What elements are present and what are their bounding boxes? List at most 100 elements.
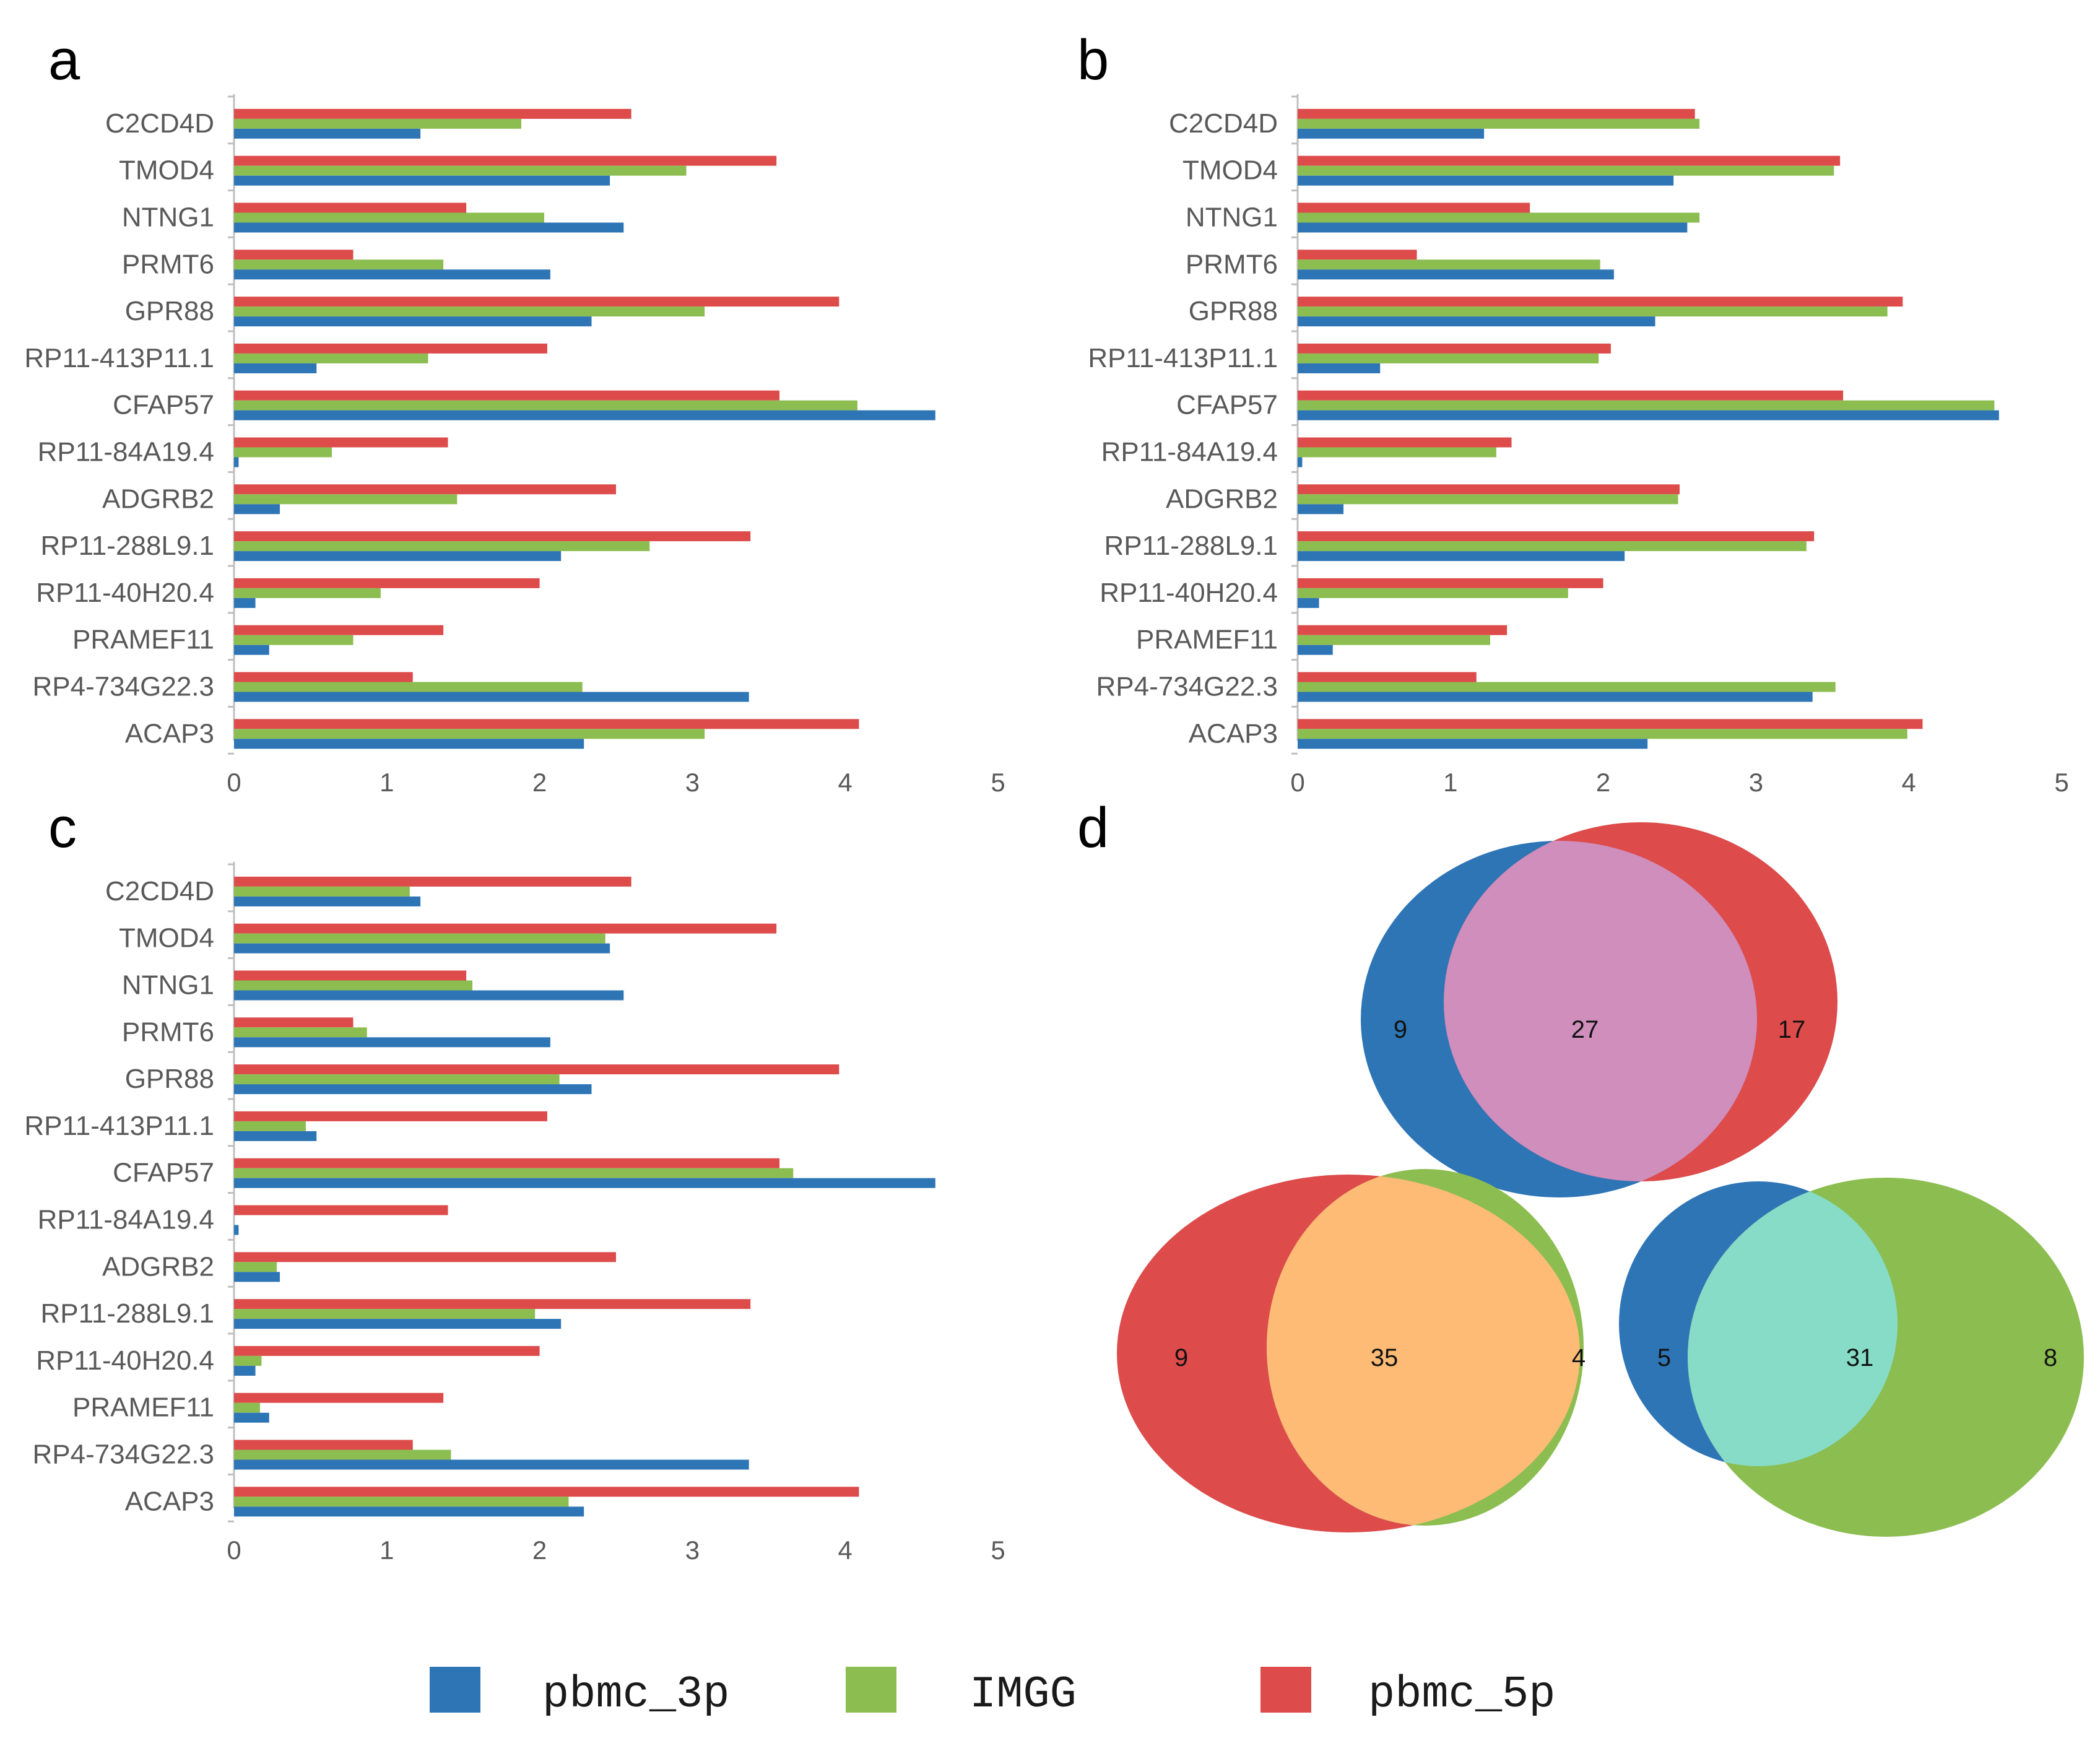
category-label: PRAMEF11 [72,1393,214,1423]
bar-pbmc-5p [1298,625,1508,635]
category-label: CFAP57 [113,390,214,420]
bar-pbmc-3p [1298,363,1381,373]
bar-pbmc-3p [234,1225,239,1235]
bar-pbmc-3p [234,222,624,233]
category-label: TMOD4 [119,923,214,954]
category-label: C2CD4D [105,108,214,139]
bar-pbmc-5p [1298,155,1841,166]
bar-pbmc-3p [234,363,317,373]
bar-imgg [234,933,605,944]
bar-pbmc-3p [1298,316,1655,327]
bar-pbmc-5p [234,1064,840,1075]
bar-pbmc-3p [234,504,280,515]
panel-letter-b: b [1077,28,1109,92]
category-label: RP11-40H20.4 [36,1345,214,1376]
venn-5p-imgg: 9 35 4 [1117,1169,1586,1532]
bar-imgg [1298,259,1600,270]
bar-imgg [234,165,687,176]
x-tick-label: 1 [380,1536,394,1565]
bar-pbmc-3p [234,1506,584,1517]
bar-pbmc-5p [234,1299,751,1310]
bar-pbmc-3p [234,128,421,139]
bar-pbmc-5p [234,250,354,260]
bar-imgg [234,1402,260,1413]
bar-pbmc-3p [1298,410,1999,420]
category-label: ADGRB2 [102,1251,214,1282]
bar-pbmc-5p [234,672,413,682]
bar-imgg [234,588,381,598]
bar-pbmc-5p [234,155,777,166]
bar-imgg [1298,165,1834,176]
bar-pbmc-3p [1298,504,1344,515]
bar-pbmc-5p [1298,250,1417,260]
category-label: RP11-288L9.1 [41,531,215,561]
bar-pbmc-5p [1298,719,1923,729]
venn-2-right-count: 4 [1572,1344,1586,1371]
category-label: ACAP3 [125,718,214,749]
venn-1-left-count: 9 [1394,1016,1407,1043]
bar-pbmc-3p [1298,645,1333,655]
panel-letter-a: a [48,28,80,92]
bar-imgg [234,306,705,317]
x-tick-label: 3 [1749,768,1763,797]
bar-pbmc-5p [1298,578,1603,588]
bar-pbmc-5p [234,719,859,729]
category-label: ACAP3 [125,1486,214,1516]
bar-imgg [1298,729,1907,739]
bar-imgg [234,1262,277,1272]
venn-3p-5p: 9 27 17 [1361,822,1838,1197]
venn-3-left-count: 5 [1657,1344,1671,1371]
bar-imgg [234,1168,794,1178]
category-label: RP11-84A19.4 [38,1205,214,1235]
bar-pbmc-3p [234,1412,269,1423]
bar-pbmc-5p [1298,343,1611,354]
category-label: RP11-413P11.1 [24,1111,214,1141]
category-label: C2CD4D [1169,108,1278,139]
venn-3-overlap-count: 31 [1846,1344,1874,1371]
bar-imgg [1298,494,1678,505]
venn-1-right-count: 17 [1778,1016,1806,1043]
bar-imgg [234,980,473,991]
bar-imgg [234,118,521,129]
bar-imgg [1298,635,1490,645]
legend: pbmc_3p IMGG pbmc_5p [430,1667,1555,1720]
bar-pbmc-5p [234,1440,413,1450]
bar-pbmc-5p [1298,531,1815,542]
bar-imgg [234,1074,560,1085]
category-label: GPR88 [125,296,214,326]
category-label: NTNG1 [122,970,214,1001]
panel-letter-c: c [48,796,77,859]
bar-pbmc-5p [1298,108,1695,119]
legend-label-pbmc-3p: pbmc_3p [542,1669,729,1720]
bar-imgg [234,1027,367,1038]
bar-imgg [234,1309,536,1319]
venn-3-right-count: 8 [2044,1344,2057,1371]
category-label: PRMT6 [122,249,214,279]
bar-pbmc-3p [234,175,610,186]
bar-pbmc-3p [234,551,562,562]
bar-imgg [234,682,583,692]
bar-pbmc-3p [1298,222,1688,233]
category-label: RP11-413P11.1 [24,343,214,373]
category-label: PRMT6 [1186,249,1278,279]
bar-chart-a: C2CD4D TMOD4 NTNG1 PRMT6 GPR88 RP11-413P11.1 C… [24,94,1005,797]
bar-imgg [1298,400,1995,411]
bar-imgg [234,635,354,645]
bar-pbmc-3p [1298,128,1485,139]
x-tick-label: 2 [532,768,547,797]
bar-pbmc-3p [234,269,550,280]
bar-imgg [234,1355,262,1366]
category-label: CFAP57 [1176,390,1278,420]
bar-imgg [234,494,458,505]
bar-pbmc-5p [234,1158,780,1168]
bar-pbmc-3p [234,1459,749,1470]
bar-pbmc-5p [234,923,777,934]
bar-pbmc-5p [234,484,616,495]
bar-pbmc-5p [234,531,751,542]
bar-pbmc-3p [1298,739,1648,749]
bar-pbmc-5p [234,108,631,119]
bar-pbmc-5p [234,297,840,307]
legend-label-imgg: IMGG [970,1669,1077,1720]
category-label: PRMT6 [122,1017,214,1047]
